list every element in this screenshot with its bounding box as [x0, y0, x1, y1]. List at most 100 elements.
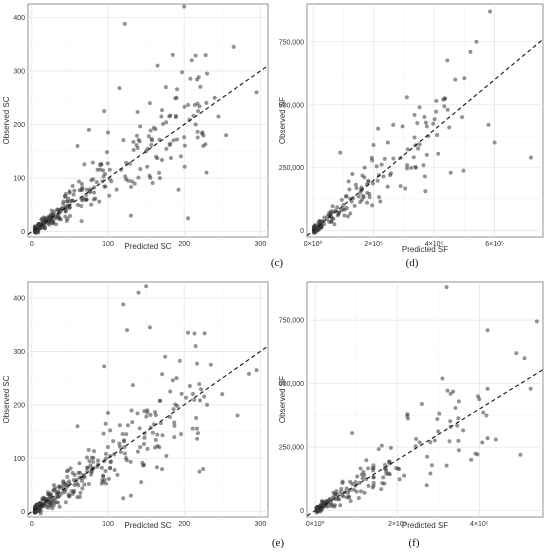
- data-point: [429, 463, 434, 468]
- data-point: [122, 451, 127, 456]
- data-point: [180, 70, 185, 75]
- data-point: [442, 96, 447, 101]
- data-point: [365, 200, 370, 205]
- data-point: [135, 449, 140, 454]
- data-point: [123, 174, 128, 179]
- data-point: [371, 468, 376, 473]
- data-point: [70, 471, 75, 476]
- data-point: [108, 428, 113, 433]
- data-point: [197, 382, 202, 387]
- data-point: [79, 219, 84, 224]
- data-point: [95, 167, 100, 172]
- data-point: [480, 440, 485, 445]
- x-tick-label: 100: [102, 521, 114, 528]
- data-point: [481, 410, 486, 415]
- data-point: [148, 412, 153, 417]
- data-point: [65, 199, 70, 204]
- data-point: [440, 376, 445, 381]
- data-point: [41, 502, 46, 507]
- data-point: [462, 76, 467, 81]
- data-point: [106, 410, 110, 415]
- data-point: [160, 467, 165, 472]
- data-point: [203, 53, 208, 58]
- data-point: [159, 114, 164, 119]
- data-point: [381, 174, 386, 179]
- data-point: [216, 114, 221, 119]
- data-point: [137, 426, 142, 431]
- data-point: [424, 124, 429, 129]
- data-point: [186, 102, 191, 107]
- data-point: [473, 451, 478, 456]
- data-point: [67, 213, 72, 218]
- data-point: [144, 414, 149, 419]
- data-point: [155, 63, 160, 68]
- y-axis-title: Observed SF: [278, 376, 287, 423]
- data-point: [164, 146, 169, 151]
- data-point: [42, 226, 47, 231]
- data-point: [107, 193, 112, 198]
- data-point: [122, 445, 127, 450]
- data-point: [168, 156, 173, 161]
- data-point: [330, 204, 335, 209]
- data-point: [127, 161, 132, 166]
- data-point: [360, 476, 365, 481]
- data-point: [194, 416, 199, 421]
- data-point: [121, 138, 126, 143]
- x-axis-title: Predicted SC: [124, 242, 171, 251]
- data-point: [124, 160, 129, 165]
- data-point: [423, 120, 428, 125]
- data-point: [105, 445, 110, 450]
- data-point: [188, 76, 193, 81]
- data-point: [157, 176, 162, 181]
- data-point: [64, 218, 69, 223]
- data-point: [177, 358, 182, 363]
- data-point: [347, 187, 352, 192]
- chart-panel: 0×10⁰ 2×10⁵ 4×10⁵ 6×10⁵ 0 250,000 500,000 750,0…: [278, 3, 544, 269]
- data-point: [76, 470, 81, 475]
- chart-panel: 0×10⁰ 2×10⁵ 4×10⁵ 0 250,000 500,000 750,000 Pre…: [278, 281, 544, 549]
- data-point: [202, 331, 207, 336]
- data-point: [421, 163, 426, 168]
- marks-layer: [28, 284, 268, 516]
- data-point: [37, 506, 42, 511]
- data-point: [117, 444, 122, 449]
- data-point: [456, 448, 461, 453]
- data-point: [338, 490, 343, 495]
- data-point: [63, 500, 68, 505]
- data-point: [422, 174, 427, 179]
- data-point: [82, 162, 87, 167]
- data-point: [153, 437, 158, 442]
- data-point: [172, 423, 177, 428]
- data-point: [117, 441, 122, 446]
- data-point: [150, 430, 155, 435]
- data-point: [75, 143, 80, 148]
- data-point: [486, 122, 491, 127]
- data-point: [314, 505, 319, 510]
- data-point: [448, 391, 453, 396]
- data-point: [460, 115, 465, 120]
- plot-frame: [306, 281, 544, 518]
- data-point: [102, 364, 107, 369]
- data-point: [99, 481, 104, 486]
- data-point: [79, 203, 84, 208]
- data-point: [365, 190, 370, 195]
- data-point: [447, 125, 452, 130]
- data-point: [434, 109, 439, 114]
- x-tick-label: 4×10⁵: [470, 521, 489, 528]
- data-point: [76, 179, 81, 184]
- data-point: [66, 479, 71, 484]
- data-point: [43, 215, 48, 220]
- data-point: [157, 445, 162, 450]
- data-point: [50, 506, 55, 511]
- data-point: [77, 494, 82, 499]
- data-point: [149, 143, 154, 148]
- y-tick-label: 100: [13, 456, 25, 463]
- data-point: [351, 196, 356, 201]
- data-point: [61, 479, 66, 484]
- data-point: [202, 394, 207, 399]
- data-point: [129, 184, 134, 189]
- data-point: [138, 445, 143, 450]
- data-point: [174, 95, 179, 100]
- data-point: [448, 419, 453, 424]
- data-point: [50, 221, 55, 226]
